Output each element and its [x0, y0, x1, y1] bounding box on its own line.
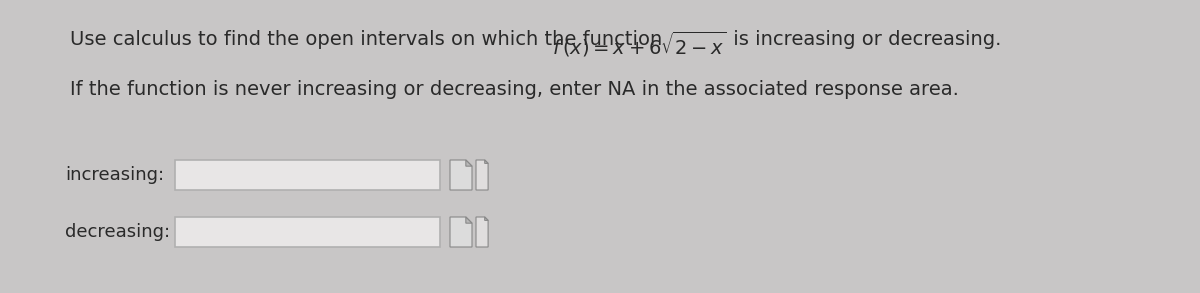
Polygon shape: [450, 217, 472, 247]
Text: is increasing or decreasing.: is increasing or decreasing.: [727, 30, 1002, 49]
Text: increasing:: increasing:: [65, 166, 164, 184]
Polygon shape: [466, 160, 472, 166]
FancyBboxPatch shape: [175, 217, 440, 247]
Polygon shape: [450, 160, 472, 190]
Text: decreasing:: decreasing:: [65, 223, 170, 241]
Polygon shape: [476, 160, 488, 190]
Text: If the function is never increasing or decreasing, enter NA in the associated re: If the function is never increasing or d…: [70, 80, 959, 99]
Text: Use calculus to find the open intervals on which the function: Use calculus to find the open intervals …: [70, 30, 668, 49]
Polygon shape: [466, 217, 472, 223]
Polygon shape: [476, 217, 488, 247]
Polygon shape: [485, 160, 488, 163]
Text: $f\,(x) = x + 6\sqrt{2-x}$: $f\,(x) = x + 6\sqrt{2-x}$: [552, 30, 727, 59]
FancyBboxPatch shape: [175, 160, 440, 190]
Polygon shape: [485, 217, 488, 220]
